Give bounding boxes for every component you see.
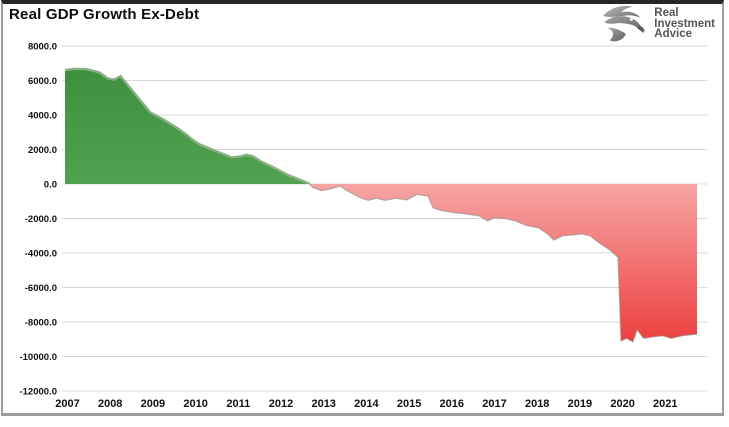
y-axis-tick-label: 2000.0 xyxy=(28,145,57,156)
x-axis-tick-label: 2018 xyxy=(525,398,549,410)
x-axis-tick-label: 2020 xyxy=(610,398,634,410)
y-axis-tick-label: -8000.0 xyxy=(25,318,57,329)
x-axis-tick-label: 2010 xyxy=(183,398,207,410)
x-axis-tick-label: 2007 xyxy=(55,398,79,410)
brand-word-3: Advice xyxy=(654,28,692,41)
x-axis-tick-label: 2017 xyxy=(482,398,506,410)
y-axis-tick-label: 8000.0 xyxy=(28,42,57,53)
y-axis-tick-label: -12000.0 xyxy=(19,387,57,398)
x-axis-tick-label: 2014 xyxy=(354,398,379,410)
y-axis-tick-label: 0.0 xyxy=(44,180,57,191)
x-axis-tick-label: 2008 xyxy=(98,398,122,410)
brand-word-1: Real xyxy=(654,7,679,20)
x-axis-tick-label: 2012 xyxy=(269,398,293,410)
brand-logo-text: Real Investment Advice xyxy=(654,8,715,40)
x-axis-tick-label: 2009 xyxy=(141,398,165,410)
brand-logo: Real Investment Advice xyxy=(601,5,715,43)
y-axis-tick-label: -4000.0 xyxy=(25,249,57,260)
x-axis-tick-label: 2019 xyxy=(568,398,592,410)
chart-title: Real GDP Growth Ex-Debt xyxy=(9,6,200,23)
brand-word-2: Investment xyxy=(654,17,715,30)
y-axis-tick-label: 6000.0 xyxy=(28,76,57,87)
x-axis-tick-label: 2016 xyxy=(440,398,464,410)
y-axis-tick-label: 4000.0 xyxy=(28,111,57,122)
positive-area-series xyxy=(65,68,697,184)
x-axis-tick-label: 2015 xyxy=(397,398,421,410)
y-axis-tick-label: -2000.0 xyxy=(25,214,57,225)
x-axis-tick-label: 2021 xyxy=(653,398,677,410)
y-axis-tick-label: -6000.0 xyxy=(25,283,57,294)
y-axis-tick-label: -10000.0 xyxy=(19,352,57,363)
series-boundary-line xyxy=(64,68,698,343)
eagle-icon xyxy=(603,5,646,42)
x-axis-tick-label: 2013 xyxy=(311,398,335,410)
negative-area-series xyxy=(65,184,697,342)
x-axis-tick-label: 2011 xyxy=(226,398,250,410)
